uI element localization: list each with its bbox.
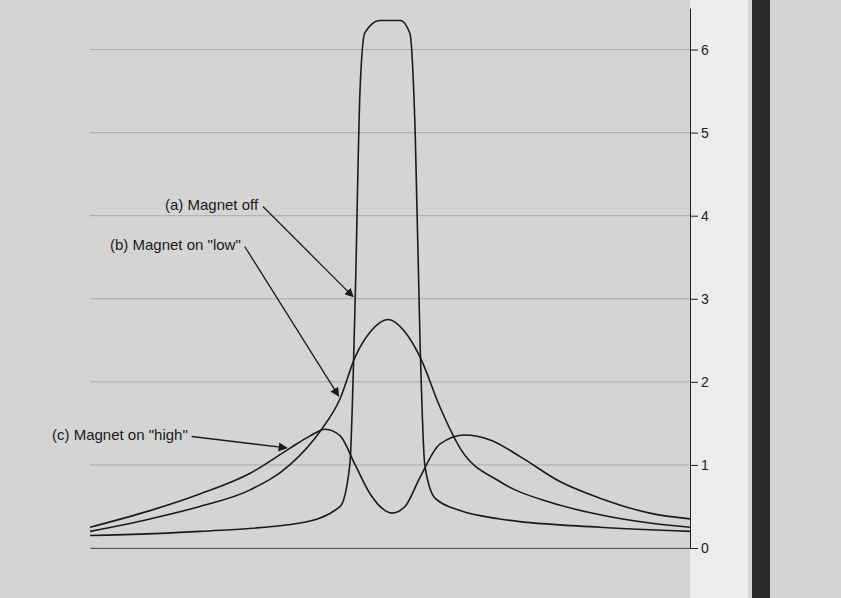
paper: [0, 0, 841, 598]
x-axis-line: [91, 548, 691, 549]
series-label: (a) Magnet off: [165, 196, 259, 213]
y-tick-mark: [690, 50, 698, 51]
grid-line: [90, 464, 690, 465]
ruler: [690, 0, 748, 598]
grid-line: [90, 132, 690, 133]
y-tick-label: 1: [701, 457, 709, 473]
label-arrow: [263, 207, 353, 297]
series-label: (b) Magnet on "low": [110, 236, 241, 253]
grid-line: [90, 381, 690, 382]
plot-area: [90, 20, 690, 535]
series-line: [90, 429, 690, 527]
x-axis: [91, 548, 691, 549]
y-tick-label: 6: [701, 42, 709, 58]
ruler-bar: [752, 0, 770, 598]
y-tick-label: 5: [701, 125, 709, 141]
y-tick: 0: [690, 540, 709, 556]
y-tick-label: 4: [701, 208, 709, 224]
y-tick-mark: [690, 133, 698, 134]
y-tick-mark: [690, 465, 698, 466]
y-tick-label: 2: [701, 374, 709, 390]
y-axis-line: [690, 9, 691, 549]
y-tick: 1: [690, 457, 709, 473]
y-tick-label: 0: [701, 540, 709, 556]
y-tick: 5: [690, 125, 709, 141]
y-tick: 2: [690, 374, 709, 390]
y-tick-mark: [690, 299, 698, 300]
grid-line: [90, 215, 690, 216]
grid-line: [90, 49, 690, 50]
y-tick-mark: [690, 548, 698, 549]
grid-line: [90, 548, 690, 549]
chart: 0 1 2 3 4 5 6 (a) Magnet off (b) Magnet on "low"…: [0, 0, 841, 598]
grid: [90, 50, 690, 548]
y-tick-label: 3: [701, 291, 709, 307]
label-arrow: [245, 247, 339, 396]
y-tick-mark: [690, 216, 698, 217]
y-tick: 6: [690, 42, 709, 58]
labels: (a) Magnet off (b) Magnet on "low" (c) Mag…: [52, 196, 353, 448]
y-tick: 4: [690, 208, 709, 224]
grid-line: [90, 298, 690, 299]
series-line: [90, 20, 690, 535]
series-label: (c) Magnet on "high": [52, 426, 188, 443]
y-tick-mark: [690, 382, 698, 383]
y-tick: 3: [690, 291, 709, 307]
y-axis: 0 1 2 3 4 5 6: [690, 9, 709, 556]
label-arrow: [192, 437, 287, 448]
